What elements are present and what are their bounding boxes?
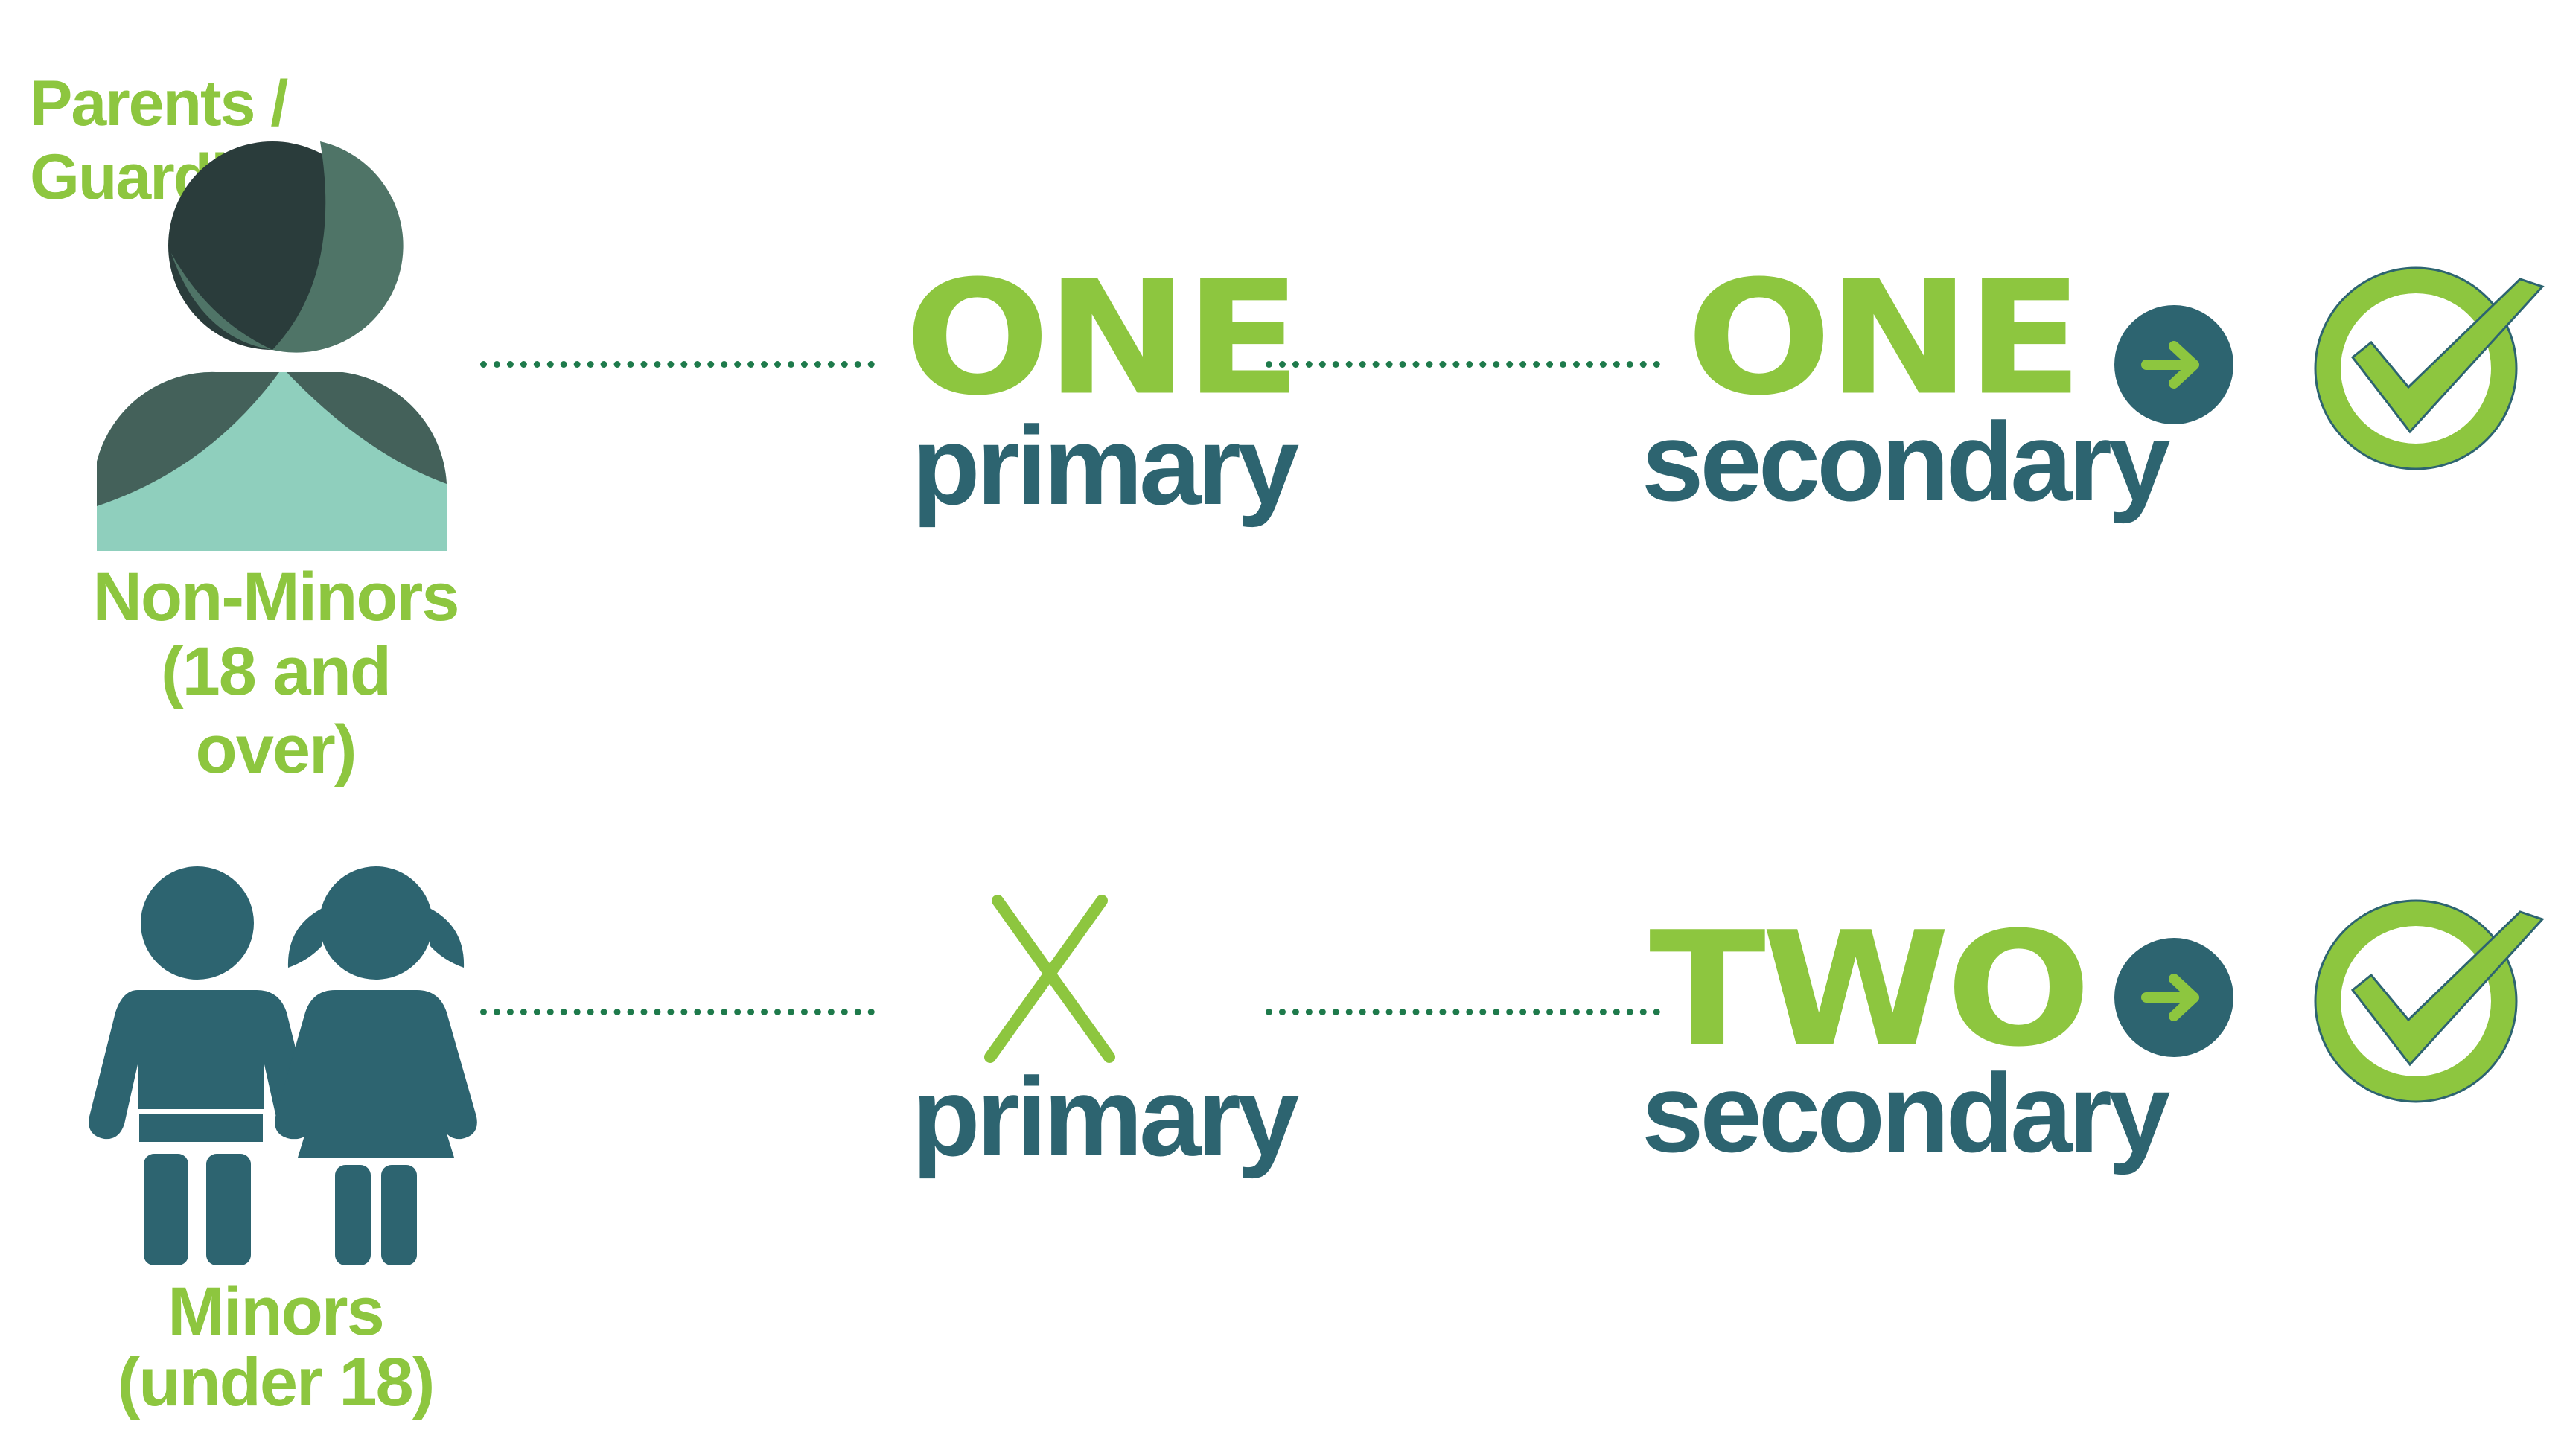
- secondary-label-row2: secondary: [1642, 1050, 2170, 1175]
- connector-row2-a: [480, 1009, 875, 1015]
- connector-row1-b: [1266, 361, 1660, 368]
- minors-label: Minors: [168, 1274, 385, 1350]
- checkmark-circle-icon: [2312, 264, 2550, 476]
- non-minors-age-label: (18 and over): [160, 633, 392, 788]
- arrow-right-icon: [2114, 305, 2233, 424]
- primary-count-row1: ONE: [905, 247, 1301, 431]
- primary-label-row2: primary: [912, 1054, 1299, 1179]
- secondary-count-row1: ONE: [1686, 247, 2083, 431]
- connector-row2-b: [1266, 1009, 1660, 1015]
- arrow-right-icon-row2: [2114, 938, 2233, 1057]
- checkmark-circle-icon-row2: [2312, 897, 2550, 1109]
- connector-row1-a: [480, 361, 875, 368]
- primary-label-row1: primary: [912, 403, 1299, 528]
- children-icon: [86, 863, 488, 1269]
- x-mark-icon: [983, 893, 1117, 1068]
- adult-person-icon: [97, 141, 454, 555]
- minors-age-label: (under 18): [117, 1344, 436, 1420]
- non-minors-label: Non-Minors: [92, 559, 459, 635]
- secondary-count-row2: TWO: [1649, 898, 2091, 1082]
- secondary-label-row1: secondary: [1642, 399, 2170, 524]
